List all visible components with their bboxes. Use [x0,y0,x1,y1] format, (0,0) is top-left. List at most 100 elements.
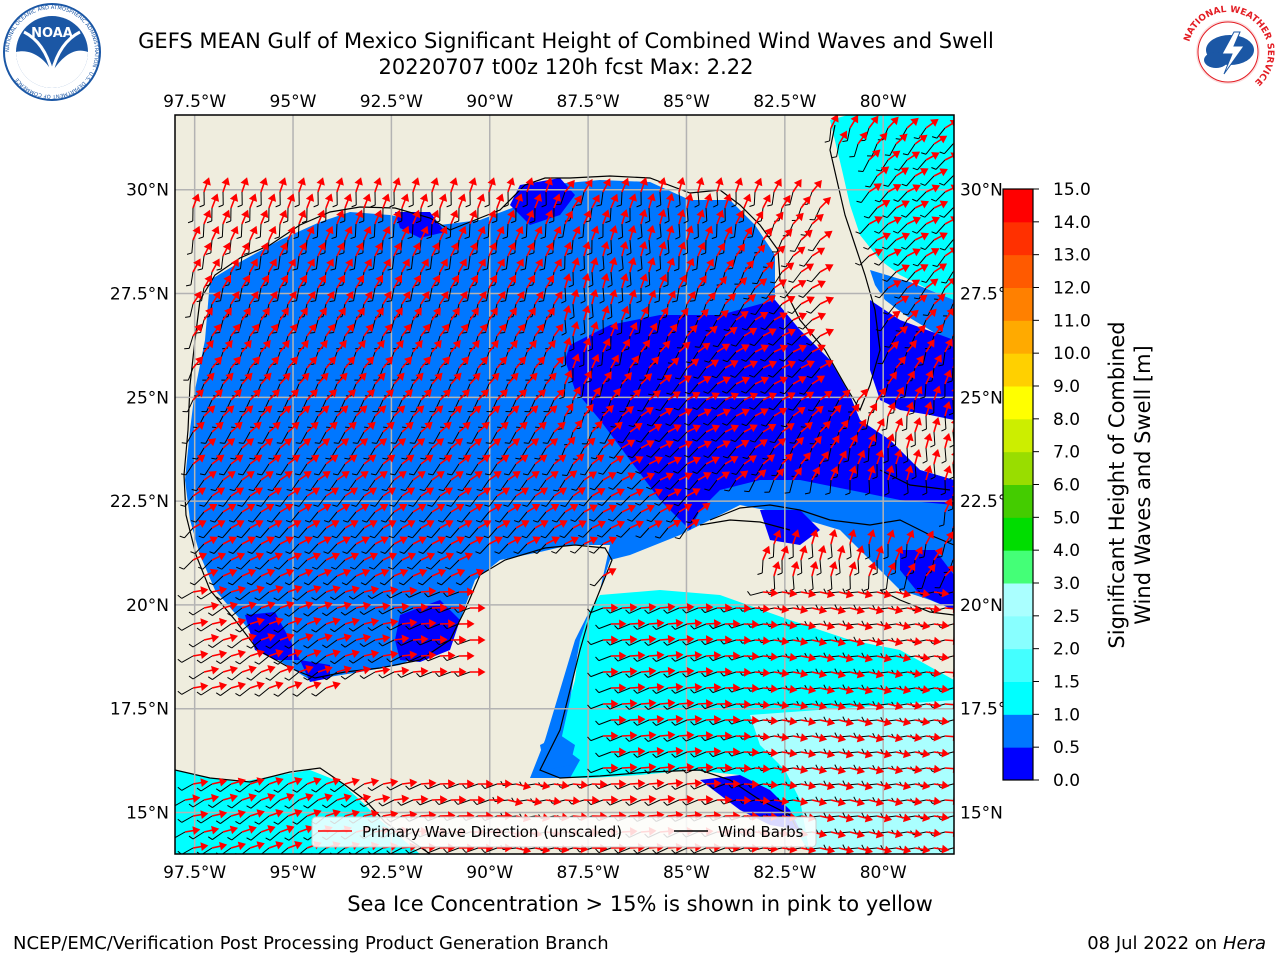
wind-barb-flag [215,820,221,824]
wind-barb-flag [462,848,467,853]
wind-barb-flag [598,236,604,240]
wind-barb [590,735,604,742]
wind-barb-flag [947,508,953,512]
wind-barb-flag [655,408,661,412]
wind-barb-flag [359,803,365,807]
wind-barb [487,223,490,238]
wind-barb [648,639,661,646]
wind-barb [639,527,650,538]
wind-barb-flag [371,442,377,444]
wind-barb-flag [675,377,681,380]
wind-barb-flag [874,199,880,203]
wind-barb-flag [443,592,448,597]
wind-barb [419,671,433,678]
wind-barb [419,639,433,646]
wind-barb-flag [709,688,714,693]
wind-barb [453,399,460,412]
wind-barb-flag [693,236,699,240]
wind-barb [606,399,612,413]
wind-barb [811,367,821,379]
wind-barb [181,591,194,599]
wind-barb [431,495,441,507]
wind-barb [296,783,308,793]
wind-barb [812,239,821,252]
wind-barb-flag [438,488,444,492]
wind-barb-flag [853,796,857,802]
wind-barb-flag [255,236,261,240]
wind-barb [925,479,928,494]
wind-barb-flag [442,332,448,334]
wind-barb [400,639,414,646]
wave-arrow-head [962,622,967,628]
wind-barb-flag [709,752,714,757]
wind-barb-flag [689,300,695,302]
wind-barb [941,543,946,557]
wind-barb [419,799,433,806]
wind-barb [220,591,232,600]
wind-barb [639,495,650,506]
wave-arrow-head [919,264,929,272]
wind-barb-flag [196,787,202,792]
wind-barb-flag [215,852,219,854]
wave-arrow-head [785,262,795,271]
wind-barb [656,719,669,726]
wind-barb [748,479,756,492]
wave-arrow-head [778,279,787,288]
wave-arrow-head [515,225,524,235]
wind-barb-flag [883,460,889,464]
wind-barb-flag [879,396,885,398]
wind-barb [548,399,555,412]
wind-barb [620,319,623,334]
wind-barb-flag [874,295,880,299]
wind-barb-flag [340,643,346,648]
wind-barb-flag [462,300,468,303]
wave-arrow-head [813,180,822,189]
wind-barb-flag [644,284,650,288]
wind-barb-flag [362,488,368,492]
wave-arrow-head [931,184,941,193]
wind-barb-flag [313,473,320,476]
wind-barb-flag [806,342,812,346]
wind-barb-flag [427,204,433,208]
wind-barb-flag [199,504,205,507]
wave-arrow-head [362,193,372,202]
wind-barb [621,255,624,269]
wind-barb [609,607,623,614]
wave-arrow-head [765,261,775,270]
wind-barb-flag [190,520,196,523]
wind-barb [580,191,585,205]
wave-arrow-head [572,225,581,235]
wind-barb [745,415,756,427]
wind-barb-flag [633,689,638,694]
wind-barb-flag [806,375,812,379]
wind-barb [716,191,719,206]
wind-barb [427,783,441,790]
wind-barb [837,671,851,674]
wave-arrow-head [582,241,591,250]
wind-barb-flag [447,442,453,444]
wind-barb-flag [756,220,762,223]
wind-barb-flag [313,204,319,208]
wind-barb-flag [196,819,202,824]
wind-barb-flag [652,785,657,790]
wind-barb [629,239,632,254]
wind-barb-flag [883,312,889,315]
wave-arrow [952,142,954,145]
wind-barb-flag [671,753,676,758]
wind-barb [441,575,452,586]
wind-barb [422,575,433,586]
wind-barb [203,495,213,507]
wind-barb [898,287,908,299]
wind-barb-flag [720,671,725,677]
wind-barb [382,799,395,807]
wind-barb-flag [587,704,592,709]
wind-barb [636,719,650,726]
wind-barb-flag [711,375,717,379]
wind-barb-flag [616,471,622,475]
wind-barb [438,607,452,614]
wind-barb [470,463,479,476]
wind-barb-flag [842,652,846,658]
wind-barb [432,463,441,476]
wave-arrow-head [824,230,833,239]
wind-barb [610,303,613,318]
